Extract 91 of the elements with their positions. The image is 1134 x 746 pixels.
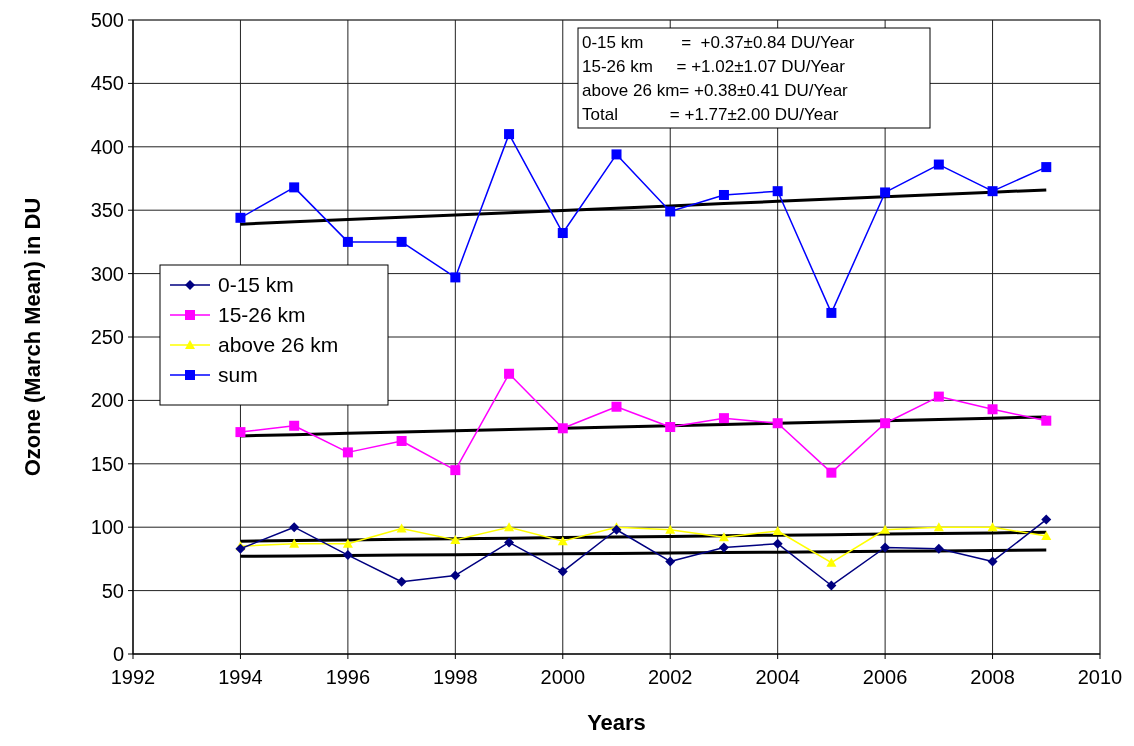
point bbox=[504, 537, 515, 548]
point bbox=[450, 272, 461, 283]
point bbox=[235, 212, 246, 223]
point bbox=[342, 550, 353, 561]
point bbox=[396, 576, 407, 587]
point bbox=[1041, 162, 1052, 173]
point bbox=[450, 570, 461, 581]
point bbox=[718, 189, 729, 200]
point bbox=[880, 187, 891, 198]
point bbox=[557, 566, 568, 577]
point bbox=[396, 523, 407, 533]
point bbox=[1041, 514, 1052, 525]
point bbox=[289, 420, 300, 431]
point bbox=[772, 538, 783, 549]
legend-label: 15-26 km bbox=[218, 303, 306, 327]
legend-label: above 26 km bbox=[218, 333, 339, 357]
legend-label: 0-15 km bbox=[218, 273, 294, 297]
y-tick-label: 350 bbox=[90, 199, 124, 222]
point bbox=[396, 435, 407, 446]
point bbox=[557, 536, 568, 546]
y-tick-label: 200 bbox=[90, 389, 124, 412]
point bbox=[665, 524, 676, 534]
point bbox=[557, 423, 568, 434]
x-tick-label: 1994 bbox=[218, 666, 263, 688]
x-tick-label: 2008 bbox=[970, 666, 1015, 688]
y-tick-label: 50 bbox=[101, 579, 124, 602]
point bbox=[289, 182, 300, 193]
point bbox=[933, 522, 944, 532]
point bbox=[772, 186, 783, 197]
y-tick-label: 400 bbox=[90, 135, 124, 158]
annotation: 15-26 km = +1.02±1.07 DU/Year bbox=[582, 57, 846, 76]
point bbox=[342, 447, 353, 458]
point bbox=[611, 149, 622, 160]
point bbox=[987, 556, 998, 567]
point bbox=[504, 368, 515, 379]
x-tick-label: 2004 bbox=[755, 666, 800, 688]
y-tick-label: 100 bbox=[90, 516, 124, 539]
point bbox=[880, 524, 891, 534]
point bbox=[611, 401, 622, 412]
x-axis-title: Years bbox=[587, 710, 646, 735]
point bbox=[450, 534, 461, 544]
x-tick-label: 2000 bbox=[540, 666, 586, 688]
y-tick-label: 300 bbox=[90, 262, 124, 285]
point bbox=[718, 542, 729, 553]
annotation: Total = +1.77±2.00 DU/Year bbox=[582, 105, 839, 124]
x-tick-label: 2002 bbox=[647, 666, 693, 688]
point bbox=[826, 557, 837, 567]
point bbox=[289, 538, 300, 548]
point bbox=[557, 228, 568, 239]
point bbox=[880, 418, 891, 429]
legend-label: sum bbox=[218, 363, 258, 387]
point bbox=[826, 467, 837, 478]
x-tick-label: 2006 bbox=[862, 666, 908, 688]
point bbox=[826, 307, 837, 318]
point bbox=[933, 159, 944, 170]
x-tick-label: 1992 bbox=[110, 666, 156, 688]
x-tick-label: 1996 bbox=[325, 666, 371, 688]
point bbox=[987, 522, 998, 532]
y-tick-label: 0 bbox=[112, 643, 124, 665]
x-tick-label: 2010 bbox=[1077, 666, 1123, 688]
x-tick-label: 1998 bbox=[433, 666, 478, 688]
point bbox=[718, 413, 729, 424]
y-axis-title: Ozone (March Mean) in DU bbox=[20, 197, 45, 477]
y-tick-label: 150 bbox=[90, 452, 124, 475]
point bbox=[987, 404, 998, 415]
point bbox=[665, 556, 676, 567]
point bbox=[880, 542, 891, 553]
point bbox=[235, 427, 246, 438]
point bbox=[342, 538, 353, 548]
point bbox=[987, 186, 998, 197]
point bbox=[1041, 415, 1052, 426]
point bbox=[718, 532, 729, 542]
point bbox=[772, 418, 783, 429]
point bbox=[1041, 531, 1052, 541]
point bbox=[933, 543, 944, 554]
point bbox=[504, 129, 515, 140]
point bbox=[665, 206, 676, 217]
point bbox=[665, 422, 676, 433]
point bbox=[826, 580, 837, 591]
annotation: above 26 km= +0.38±0.41 DU/Year bbox=[582, 81, 849, 100]
y-tick-label: 250 bbox=[90, 326, 124, 348]
annotation: 0-15 km = +0.37±0.84 DU/Year bbox=[582, 33, 855, 52]
y-tick-label: 500 bbox=[90, 9, 124, 31]
point bbox=[933, 391, 944, 402]
point bbox=[342, 236, 353, 247]
point bbox=[289, 522, 300, 533]
point bbox=[450, 465, 461, 476]
y-tick-label: 450 bbox=[90, 72, 124, 95]
point bbox=[772, 526, 783, 535]
point bbox=[396, 236, 407, 247]
point bbox=[504, 522, 515, 532]
